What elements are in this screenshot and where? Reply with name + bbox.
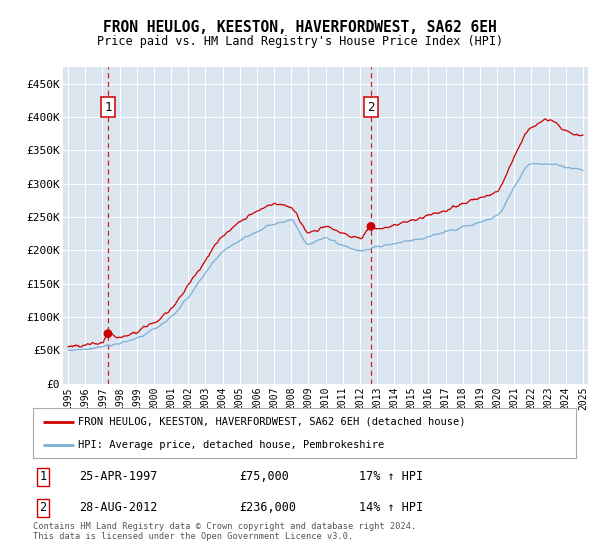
Text: FRON HEULOG, KEESTON, HAVERFORDWEST, SA62 6EH (detached house): FRON HEULOG, KEESTON, HAVERFORDWEST, SA6…: [77, 417, 465, 427]
Text: 2: 2: [367, 101, 375, 114]
Text: Price paid vs. HM Land Registry's House Price Index (HPI): Price paid vs. HM Land Registry's House …: [97, 35, 503, 48]
Text: 1: 1: [104, 101, 112, 114]
Text: HPI: Average price, detached house, Pembrokeshire: HPI: Average price, detached house, Pemb…: [77, 440, 384, 450]
Point: [366, 222, 376, 231]
Point: [103, 329, 113, 338]
Text: 1: 1: [40, 470, 47, 483]
Text: £236,000: £236,000: [239, 501, 296, 515]
Text: FRON HEULOG, KEESTON, HAVERFORDWEST, SA62 6EH: FRON HEULOG, KEESTON, HAVERFORDWEST, SA6…: [103, 20, 497, 35]
Text: 14% ↑ HPI: 14% ↑ HPI: [359, 501, 423, 515]
Text: Contains HM Land Registry data © Crown copyright and database right 2024.
This d: Contains HM Land Registry data © Crown c…: [33, 522, 416, 542]
Text: £75,000: £75,000: [239, 470, 289, 483]
Text: 28-AUG-2012: 28-AUG-2012: [79, 501, 158, 515]
Text: 25-APR-1997: 25-APR-1997: [79, 470, 158, 483]
Text: 17% ↑ HPI: 17% ↑ HPI: [359, 470, 423, 483]
Text: 2: 2: [40, 501, 47, 515]
